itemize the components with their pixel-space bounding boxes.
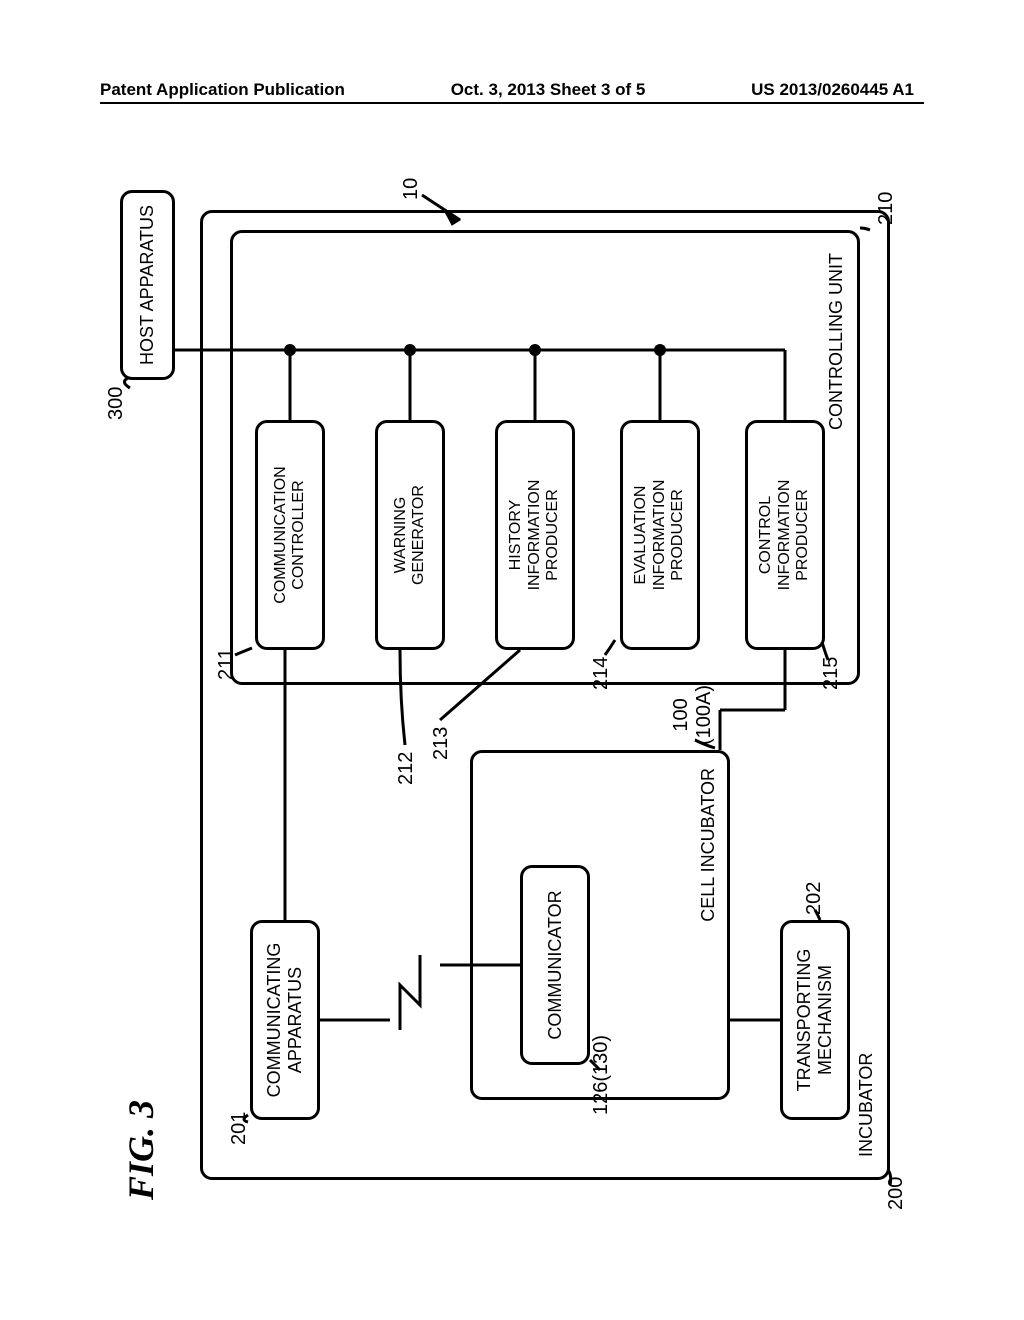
ref-201: 201 [228,1112,251,1145]
ref-214: 214 [590,657,613,690]
ref-213: 213 [430,727,453,760]
header-center: Oct. 3, 2013 Sheet 3 of 5 [451,80,646,100]
communication-controller-box: COMMUNICATION CONTROLLER [255,420,325,650]
ref-300: 300 [105,387,128,420]
header-right: US 2013/0260445 A1 [751,80,914,100]
ref-126-130: 126(130) [590,1035,613,1115]
communicating-apparatus-text: COMMUNICATING APPARATUS [264,943,305,1098]
communicating-apparatus-box: COMMUNICATING APPARATUS [250,920,320,1120]
history-producer-box: HISTORY INFORMATION PRODUCER [495,420,575,650]
communication-controller-text: COMMUNICATION CONTROLLER [272,466,309,603]
ref-212: 212 [395,752,418,785]
diagram-rotated-container: FIG. 3 INCUBATOR CONTROLLING UNIT CELL I… [0,283,1024,1107]
header-rule [100,102,924,104]
controlling-unit-label: CONTROLLING UNIT [826,253,847,430]
cell-incubator-label: CELL INCUBATOR [698,768,719,922]
history-producer-text: HISTORY INFORMATION PRODUCER [507,480,562,591]
diagram: FIG. 3 INCUBATOR CONTROLLING UNIT CELL I… [100,160,924,1230]
control-producer-text: CONTROL INFORMATION PRODUCER [757,480,812,591]
ref-211: 211 [215,648,238,680]
host-apparatus-box: HOST APPARATUS [120,190,175,380]
warning-generator-box: WARNING GENERATOR [375,420,445,650]
ref-202: 202 [803,882,826,915]
incubator-label: INCUBATOR [856,1053,877,1157]
evaluation-producer-text: EVALUATION INFORMATION PRODUCER [632,480,687,591]
figure-title: FIG. 3 [120,1100,162,1200]
ref-10: 10 [400,178,423,200]
ref-200: 200 [885,1177,908,1210]
warning-generator-text: WARNING GENERATOR [392,485,429,585]
transporting-mechanism-box: TRANSPORTING MECHANISM [780,920,850,1120]
ref-210: 210 [875,192,898,225]
ref-215: 215 [820,657,843,690]
ref-100-100a: 100 (100A) [670,685,716,745]
control-producer-box: CONTROL INFORMATION PRODUCER [745,420,825,650]
header-left: Patent Application Publication [100,80,345,100]
communicator-box: COMMUNICATOR [520,865,590,1065]
host-apparatus-text: HOST APPARATUS [137,205,158,365]
communicator-text: COMMUNICATOR [545,890,566,1039]
page-header: Patent Application Publication Oct. 3, 2… [0,80,1024,100]
transporting-mechanism-text: TRANSPORTING MECHANISM [794,949,835,1092]
evaluation-producer-box: EVALUATION INFORMATION PRODUCER [620,420,700,650]
